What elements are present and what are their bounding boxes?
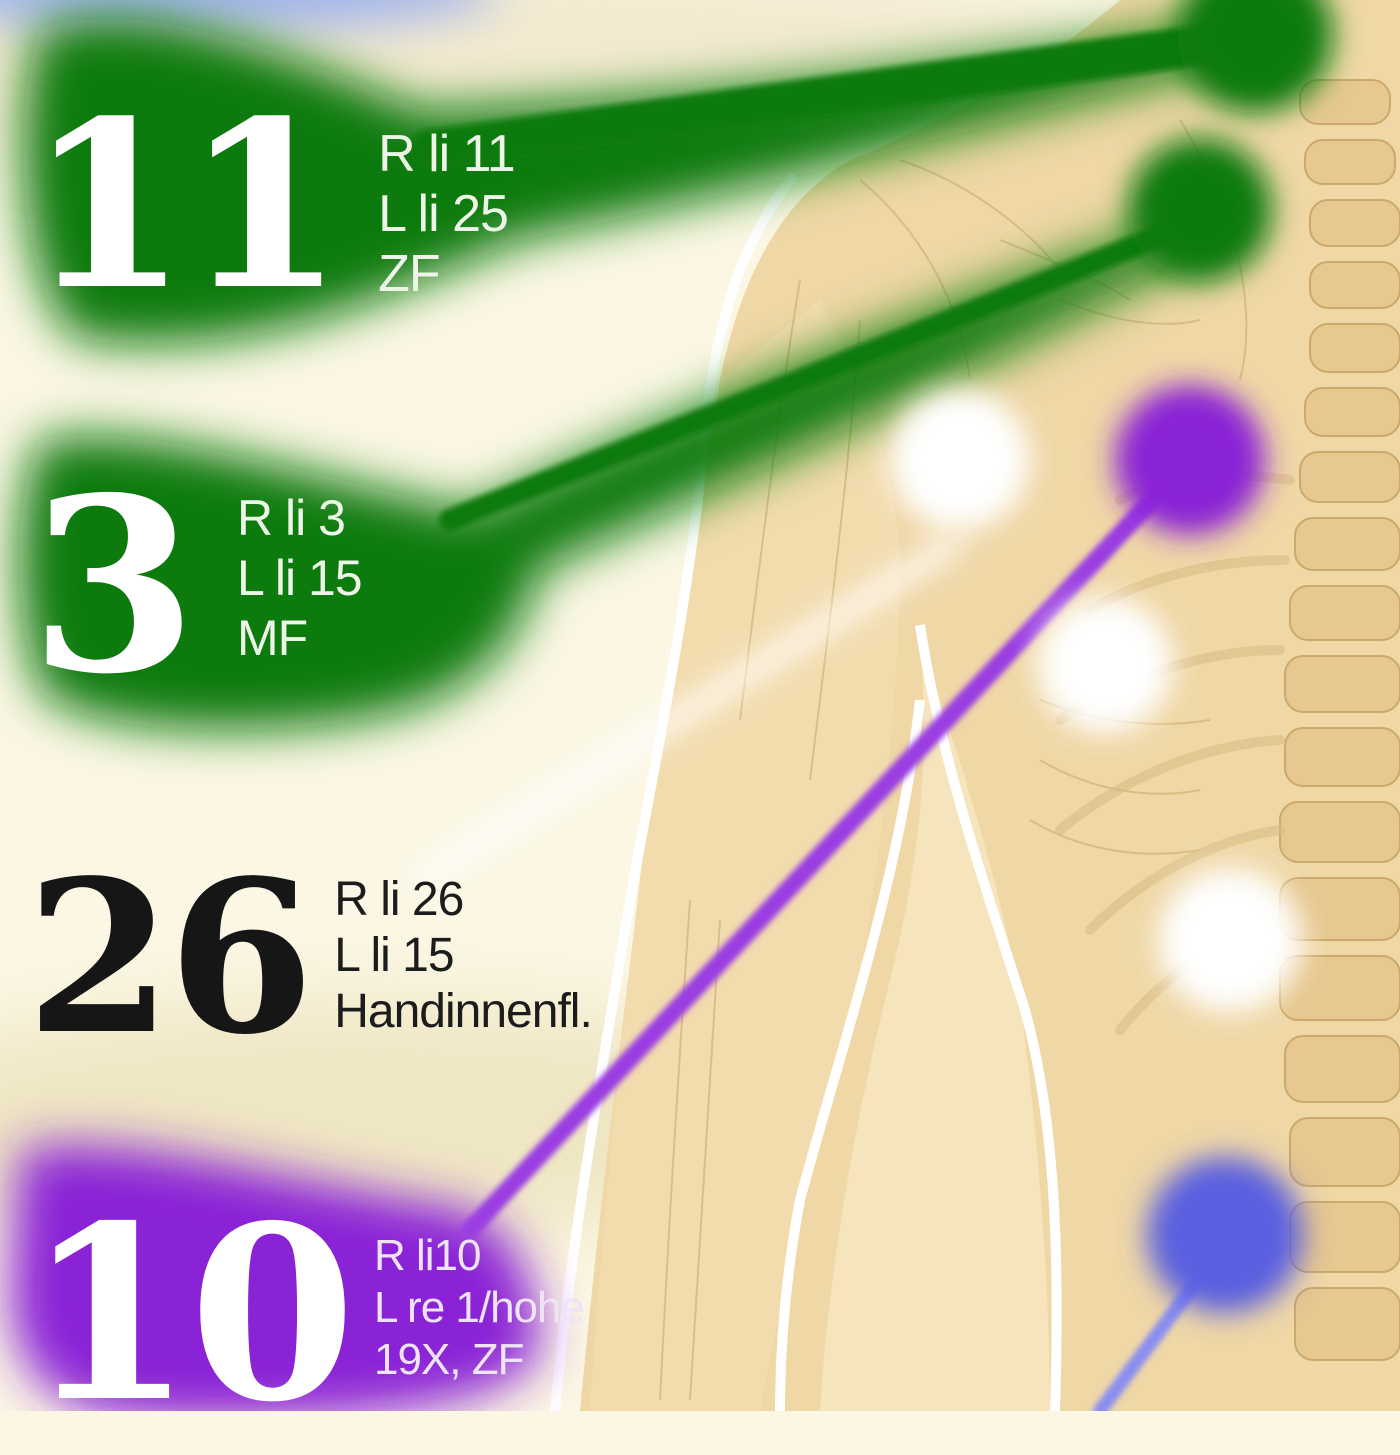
callout-10-shape (10, 1145, 540, 1411)
callout-lines: R li 11 L li 25 ZF (378, 124, 516, 304)
connector-11 (410, 20, 1260, 170)
arm-inner-outline (915, 624, 1062, 1411)
green-point-top[interactable] (1177, 0, 1333, 113)
callout-number: 10 (26, 1173, 356, 1455)
white-point-shoulder[interactable] (890, 390, 1030, 530)
callout-lines: R li 3 L li 15 MF (237, 488, 363, 668)
connector-3 (439, 209, 1211, 531)
arm-inner (820, 640, 1050, 1411)
callout-number: 3 (30, 445, 197, 727)
callout-line: L li 15 (334, 929, 454, 982)
arm-inner-outline-2 (775, 699, 925, 1411)
callout-line: ZF (378, 245, 441, 303)
callout-lines: R li10 L re 1/hohe 19X, ZF (373, 1230, 585, 1386)
callout-3[interactable]: 3 R li 3 L li 15 MF (30, 445, 363, 727)
callout-line: L re 1/hohe (373, 1283, 585, 1332)
arm (590, 300, 900, 1411)
connector-26 (414, 530, 966, 890)
spine-vertebrae (1279, 79, 1400, 1361)
callout-line: R li 11 (378, 125, 516, 183)
callout-26[interactable]: 26 R li 26 L li 15 Handinnenfl. (26, 834, 593, 1081)
callout-line: R li 3 (237, 490, 346, 546)
callout-line: L li 15 (237, 550, 363, 606)
blue-point[interactable] (1147, 1157, 1303, 1313)
callout-line: L li 25 (378, 185, 509, 243)
callout-line: Handinnenfl. (334, 985, 593, 1038)
callout-number: 26 (26, 834, 314, 1081)
callout-line: R li 26 (334, 873, 464, 926)
green-point-upper[interactable] (1128, 138, 1272, 282)
callout-line: 19X, ZF (373, 1335, 525, 1384)
callout-line: R li10 (373, 1231, 482, 1280)
callout-11[interactable]: 11 R li 11 L li 25 ZF (28, 71, 516, 341)
callout-lines: R li 26 L li 15 Handinnenfl. (334, 872, 593, 1040)
white-point-lower[interactable] (1158, 868, 1302, 1012)
callout-10[interactable]: 10 R li10 L re 1/hohe 19X, ZF (26, 1173, 585, 1455)
white-point-mid[interactable] (1037, 597, 1173, 733)
purple-point[interactable] (1115, 385, 1265, 535)
callout-line: MF (237, 610, 308, 666)
body-diagram (0, 0, 1400, 1411)
connector-10 (461, 461, 1189, 1239)
callout-number: 11 (28, 71, 344, 341)
